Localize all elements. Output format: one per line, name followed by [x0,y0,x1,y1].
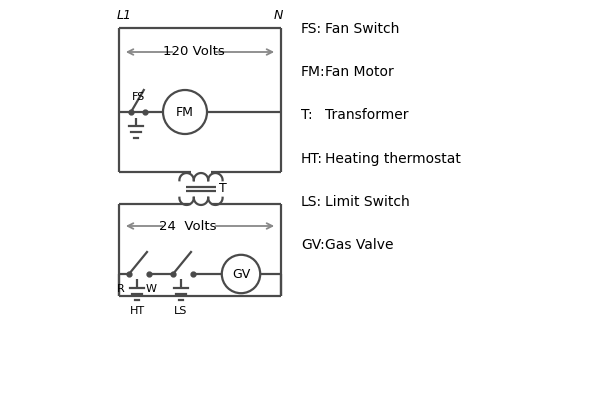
Circle shape [222,255,260,293]
Text: Heating thermostat: Heating thermostat [325,152,461,166]
Text: LS:: LS: [301,195,322,209]
Text: L1: L1 [117,10,132,22]
Text: N: N [274,10,283,22]
Text: FM:: FM: [301,65,326,79]
Circle shape [163,90,207,134]
Text: GV:: GV: [301,238,324,252]
Text: HT: HT [129,306,145,316]
Text: Fan Switch: Fan Switch [325,22,399,36]
Text: 120 Volts: 120 Volts [163,46,225,58]
Text: R: R [117,284,125,294]
Text: 24  Volts: 24 Volts [159,220,217,232]
Text: Transformer: Transformer [325,108,408,122]
Text: FS: FS [132,92,145,102]
Text: Limit Switch: Limit Switch [325,195,409,209]
Text: T:: T: [301,108,313,122]
Text: T: T [219,182,227,194]
Text: LS: LS [174,306,188,316]
Text: GV: GV [232,268,250,280]
Text: Gas Valve: Gas Valve [325,238,394,252]
Text: W: W [146,284,156,294]
Text: FS:: FS: [301,22,322,36]
Text: HT:: HT: [301,152,323,166]
Text: Fan Motor: Fan Motor [325,65,394,79]
Text: FM: FM [176,106,194,118]
